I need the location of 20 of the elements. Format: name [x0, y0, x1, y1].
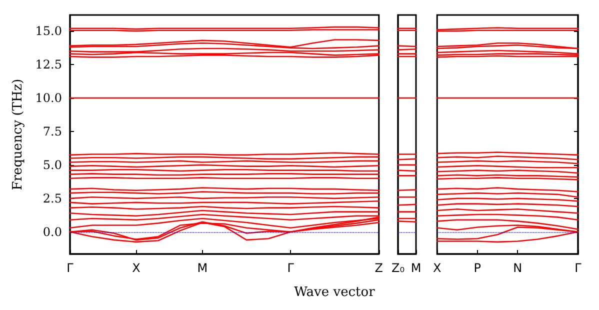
x-tick-label: X [132, 261, 140, 275]
x-tick-label: Z₀ [391, 261, 405, 275]
x-tick-label: P [474, 261, 481, 275]
x-tick-label: Γ [66, 261, 74, 275]
x-tick-label: Z [374, 261, 384, 275]
y-tick-label: 10.0 [35, 91, 62, 106]
x-tick-label: M [410, 261, 422, 275]
y-tick-label: 7.5 [42, 124, 62, 138]
y-axis-title: Frequency (THz) [10, 78, 26, 190]
x-tick-label: N [513, 261, 522, 275]
x-tick-label: X [432, 261, 442, 275]
x-tick-label: Γ [287, 261, 294, 275]
y-tick-label: 12.5 [35, 58, 62, 72]
y-tick-label: 15.0 [35, 24, 62, 38]
y-tick-label: 2.5 [42, 191, 62, 206]
x-tick-label: Γ [574, 261, 582, 275]
x-tick-label: M [197, 261, 208, 275]
y-tick-label: 5.0 [42, 158, 62, 172]
y-tick-label: 0.0 [42, 224, 62, 239]
x-axis-title: Wave vector [294, 285, 376, 300]
